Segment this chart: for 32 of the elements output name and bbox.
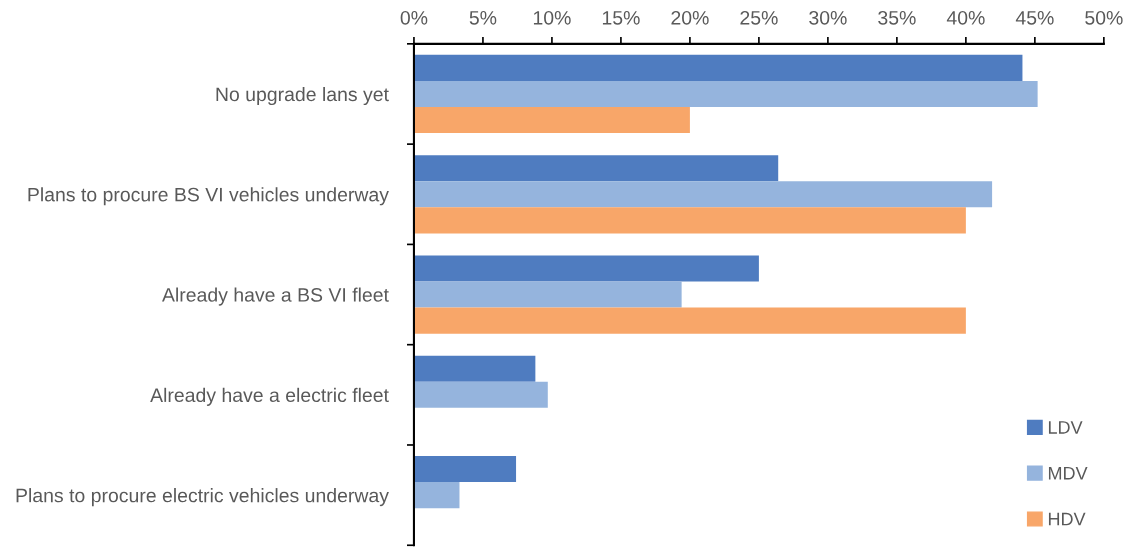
y-tick-label: No upgrade lans yet xyxy=(216,86,389,106)
x-tick-label: 5% xyxy=(469,11,497,25)
bar xyxy=(413,281,682,308)
bar xyxy=(413,181,993,208)
x-tick-label: 35% xyxy=(878,10,916,25)
x-tick-label: 45% xyxy=(1015,11,1054,25)
bar xyxy=(413,255,759,282)
legend-label: HDV xyxy=(1048,512,1086,526)
legend-label: LDV xyxy=(1048,421,1083,434)
bar xyxy=(413,80,1038,108)
x-tick-label: 20% xyxy=(671,10,709,25)
y-tick-label: Plans to procure electric vehicles underway xyxy=(16,488,389,507)
bar xyxy=(413,456,517,483)
x-tick-label: 50% xyxy=(1085,10,1123,25)
bar xyxy=(413,54,1023,81)
bar xyxy=(413,482,460,509)
y-tick-label: Plans to procure BS VI vehicles underway xyxy=(28,187,389,206)
x-tick-label: 10% xyxy=(533,10,571,25)
bar xyxy=(413,307,966,334)
bar xyxy=(413,155,779,182)
legend-label: MDV xyxy=(1048,467,1088,480)
x-tick-label: 25% xyxy=(740,10,778,25)
bar xyxy=(413,207,966,234)
bar xyxy=(413,355,536,382)
y-tick-label: Already have a electric fleet xyxy=(150,387,389,406)
y-tick-label: Already have a BS VI fleet xyxy=(162,287,389,306)
x-tick-label: 40% xyxy=(946,10,985,25)
x-tick-label: 30% xyxy=(809,10,847,25)
bar xyxy=(413,381,548,408)
x-tick-label: 15% xyxy=(602,11,640,25)
bar xyxy=(413,107,690,134)
x-tick-label: 0% xyxy=(400,10,428,25)
